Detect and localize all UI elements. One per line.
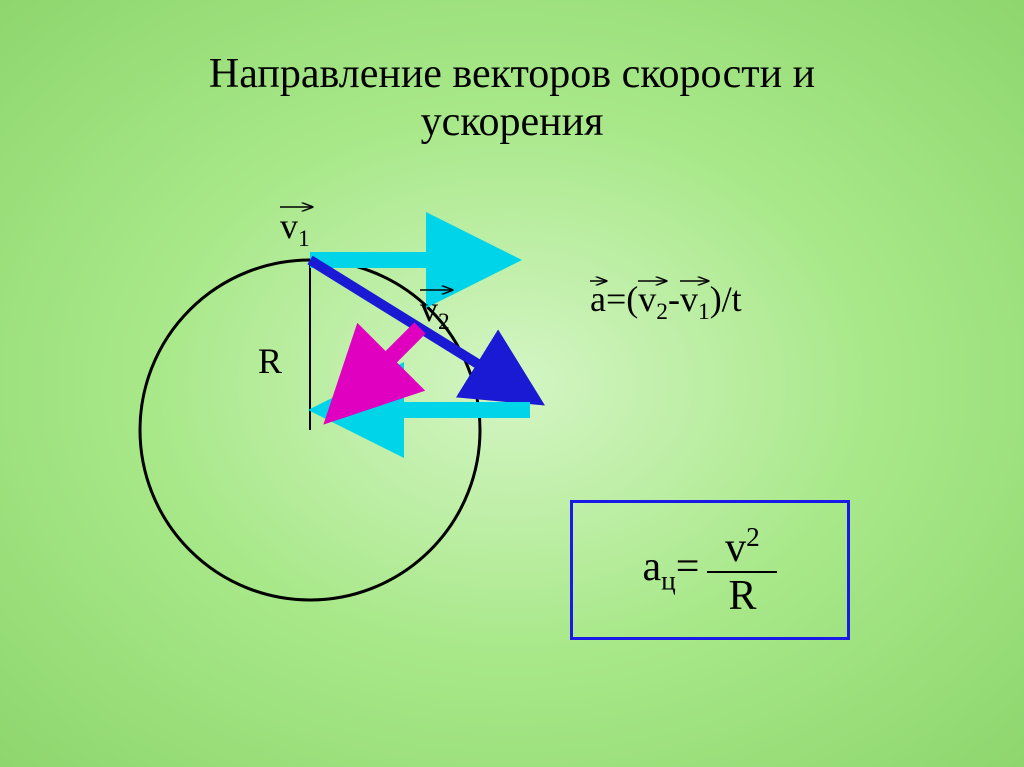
label-v2: v2 (420, 288, 450, 336)
formula-centripetal: aц= v2 R (643, 524, 778, 617)
vector-diagram (0, 0, 1024, 767)
formula-centripetal-box: aц= v2 R (570, 500, 850, 640)
arrow-delta-v (346, 328, 420, 402)
formula-acceleration: a =( v2 - v1 )/t (590, 278, 742, 326)
label-v1: v1 (280, 205, 310, 253)
label-R: R (258, 340, 282, 382)
